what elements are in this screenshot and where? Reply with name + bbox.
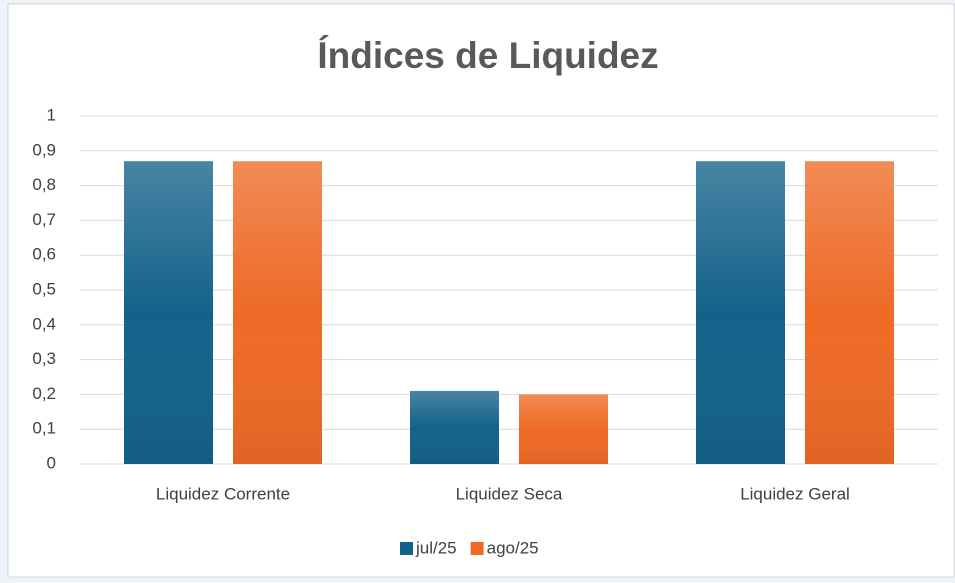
y-tick-label: 0,4 [32,314,56,333]
y-tick-label: 0,3 [32,349,56,368]
legend-label: ago/25 [487,538,539,557]
y-tick-label: 0,9 [32,140,56,159]
y-tick-label: 0,8 [32,175,56,194]
bar-shade [696,161,785,465]
x-tick-label: Liquidez Corrente [156,484,290,503]
bar-shade [233,161,322,465]
legend-label: jul/25 [415,538,457,557]
chart-title: Índices de Liquidez [317,35,658,76]
x-tick-label: Liquidez Seca [456,484,563,503]
bar-shade [410,390,499,464]
legend-swatch [400,542,413,555]
y-tick-label: 0,1 [32,419,56,438]
x-tick-label: Liquidez Geral [740,484,850,503]
y-tick-label: 0,2 [32,384,56,403]
y-tick-label: 0,7 [32,210,56,229]
bar-shade [805,161,894,465]
legend-swatch [470,542,484,555]
y-tick-label: 0,6 [32,245,56,264]
y-tick-label: 1 [47,105,56,124]
bar-shade [519,394,608,464]
y-tick-label: 0,5 [32,279,56,298]
bar-shade [124,161,213,465]
y-tick-label: 0 [47,453,56,472]
